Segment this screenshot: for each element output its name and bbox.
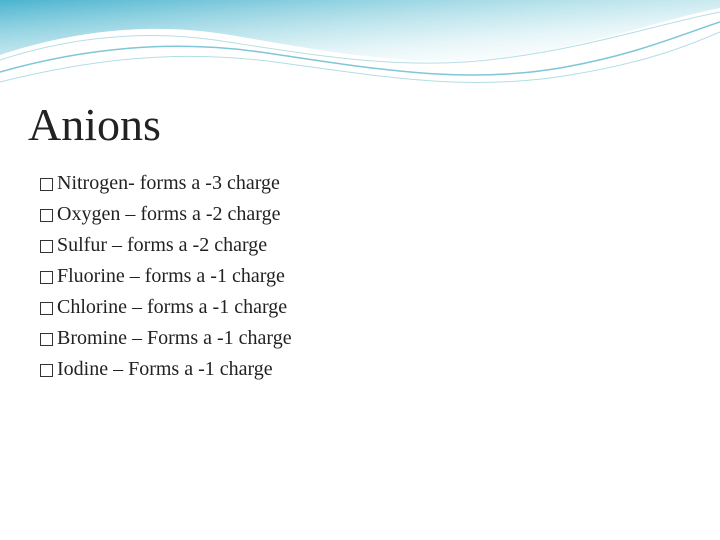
bullet-list: Nitrogen- forms a -3 charge Oxygen – form… — [40, 170, 660, 387]
bullet-item: Oxygen – forms a -2 charge — [40, 201, 660, 228]
bullet-text: Sulfur – forms a -2 charge — [57, 232, 267, 259]
bullet-text: Fluorine – forms a -1 charge — [57, 263, 285, 290]
bullet-text: Bromine – Forms a -1 charge — [57, 325, 292, 352]
bullet-marker-icon — [40, 364, 53, 377]
bullet-marker-icon — [40, 240, 53, 253]
bullet-marker-icon — [40, 271, 53, 284]
bullet-marker-icon — [40, 209, 53, 222]
bullet-item: Nitrogen- forms a -3 charge — [40, 170, 660, 197]
bullet-item: Chlorine – forms a -1 charge — [40, 294, 660, 321]
bullet-marker-icon — [40, 333, 53, 346]
bullet-text: Chlorine – forms a -1 charge — [57, 294, 287, 321]
bullet-item: Iodine – Forms a -1 charge — [40, 356, 660, 383]
bullet-text: Oxygen – forms a -2 charge — [57, 201, 280, 228]
bullet-marker-icon — [40, 178, 53, 191]
bullet-marker-icon — [40, 302, 53, 315]
bullet-text: Nitrogen- forms a -3 charge — [57, 170, 280, 197]
bullet-item: Fluorine – forms a -1 charge — [40, 263, 660, 290]
bullet-item: Bromine – Forms a -1 charge — [40, 325, 660, 352]
slide-title: Anions — [28, 98, 161, 151]
bullet-item: Sulfur – forms a -2 charge — [40, 232, 660, 259]
decorative-wave — [0, 0, 720, 110]
bullet-text: Iodine – Forms a -1 charge — [57, 356, 273, 383]
